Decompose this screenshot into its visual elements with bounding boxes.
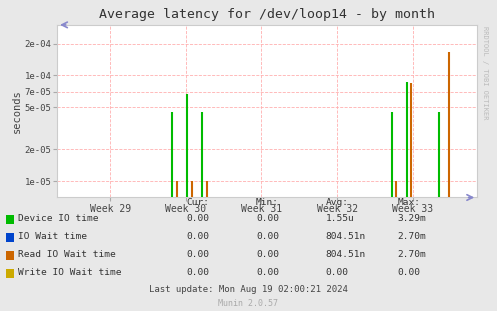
Text: Munin 2.0.57: Munin 2.0.57: [219, 299, 278, 308]
Text: Device IO time: Device IO time: [18, 214, 98, 223]
Text: Avg:: Avg:: [326, 197, 348, 207]
Text: Min:: Min:: [256, 197, 279, 207]
Text: 0.00: 0.00: [186, 250, 209, 259]
Text: 2.70m: 2.70m: [398, 250, 426, 259]
Text: 804.51n: 804.51n: [326, 232, 366, 241]
Text: 0.00: 0.00: [326, 268, 348, 277]
Text: 0.00: 0.00: [186, 214, 209, 223]
Text: Max:: Max:: [398, 197, 420, 207]
Text: 0.00: 0.00: [398, 268, 420, 277]
Text: Cur:: Cur:: [186, 197, 209, 207]
Title: Average latency for /dev/loop14 - by month: Average latency for /dev/loop14 - by mon…: [99, 8, 435, 21]
Text: Last update: Mon Aug 19 02:00:21 2024: Last update: Mon Aug 19 02:00:21 2024: [149, 285, 348, 294]
Text: 0.00: 0.00: [256, 232, 279, 241]
Text: 2.70m: 2.70m: [398, 232, 426, 241]
Text: 3.29m: 3.29m: [398, 214, 426, 223]
Text: RRDTOOL / TOBI OETIKER: RRDTOOL / TOBI OETIKER: [482, 26, 488, 119]
Text: Write IO Wait time: Write IO Wait time: [18, 268, 121, 277]
Y-axis label: seconds: seconds: [12, 89, 22, 133]
Text: 0.00: 0.00: [186, 232, 209, 241]
Text: 1.55u: 1.55u: [326, 214, 354, 223]
Text: Read IO Wait time: Read IO Wait time: [18, 250, 116, 259]
Text: 0.00: 0.00: [186, 268, 209, 277]
Text: 0.00: 0.00: [256, 268, 279, 277]
Text: 804.51n: 804.51n: [326, 250, 366, 259]
Text: IO Wait time: IO Wait time: [18, 232, 87, 241]
Text: 0.00: 0.00: [256, 250, 279, 259]
Text: 0.00: 0.00: [256, 214, 279, 223]
